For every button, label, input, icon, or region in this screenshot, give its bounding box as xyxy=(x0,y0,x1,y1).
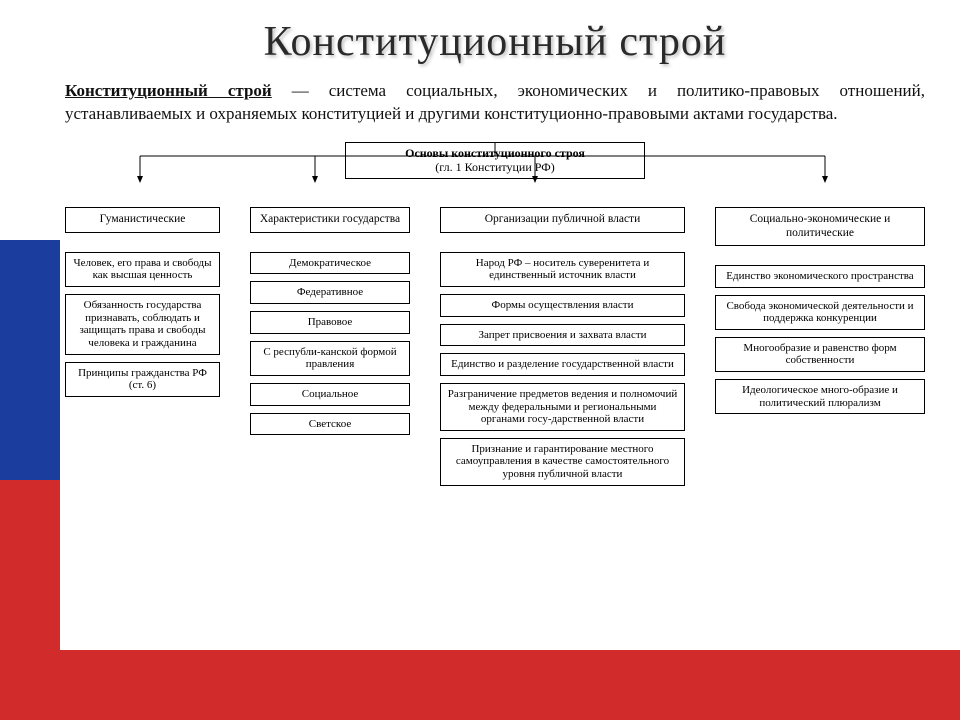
flag-stripe-bottom xyxy=(60,650,960,720)
tree-item: Многообразие и равенство форм собственно… xyxy=(715,337,925,372)
tree-item: Светское xyxy=(250,413,410,436)
tree-item: Социальное xyxy=(250,383,410,406)
tree-item: Запрет присвоения и захвата власти xyxy=(440,324,685,347)
tree-item: Федеративное xyxy=(250,281,410,304)
definition-text: Конституционный строй — система социальн… xyxy=(65,80,925,126)
tree-item: Свобода экономической деятельности и под… xyxy=(715,295,925,330)
column-header: Характеристики государства xyxy=(250,207,410,232)
tree-item: Разграничение предметов ведения и полном… xyxy=(440,383,685,431)
tree-item: Признание и гарантирование местного само… xyxy=(440,438,685,486)
tree-item: Единство и разделение государственной вл… xyxy=(440,353,685,376)
root-line2: (гл. 1 Конституции РФ) xyxy=(354,161,636,175)
tree-item: Принципы гражданства РФ (ст. 6) xyxy=(65,362,220,397)
column-socio-economic: Социально-экономические и политические Е… xyxy=(715,207,925,414)
tree-item: Обязанность государства признавать, собл… xyxy=(65,294,220,355)
tree-item: Демократическое xyxy=(250,252,410,275)
column-header: Организации публичной власти xyxy=(440,207,685,232)
diagram: Основы конституционного строя (гл. 1 Кон… xyxy=(65,142,925,486)
column-header: Гуманистические xyxy=(65,207,220,232)
root-node: Основы конституционного строя (гл. 1 Кон… xyxy=(345,142,645,180)
tree-item: Правовое xyxy=(250,311,410,334)
root-line1: Основы конституционного строя xyxy=(354,147,636,161)
tree-item: Формы осуществления власти xyxy=(440,294,685,317)
tree-item: Идеологическое много-образие и политичес… xyxy=(715,379,925,414)
column-humanistic: Гуманистические Человек, его права и сво… xyxy=(65,207,220,396)
definition-term: Конституционный строй xyxy=(65,81,272,100)
tree-item: С республи-канской формой правления xyxy=(250,341,410,376)
column-header: Социально-экономические и политические xyxy=(715,207,925,245)
columns-container: Гуманистические Человек, его права и сво… xyxy=(65,207,925,485)
tree-item: Человек, его права и свободы как высшая … xyxy=(65,252,220,287)
page-title: Конституционный строй xyxy=(65,18,925,66)
slide-content: Конституционный строй Конституционный ст… xyxy=(0,0,960,506)
column-public-authority: Организации публичной власти Народ РФ – … xyxy=(440,207,685,485)
column-state-characteristics: Характеристики государства Демократическ… xyxy=(250,207,410,435)
tree-item: Народ РФ – носитель суверенитета и единс… xyxy=(440,252,685,287)
tree-item: Единство экономического пространства xyxy=(715,265,925,288)
